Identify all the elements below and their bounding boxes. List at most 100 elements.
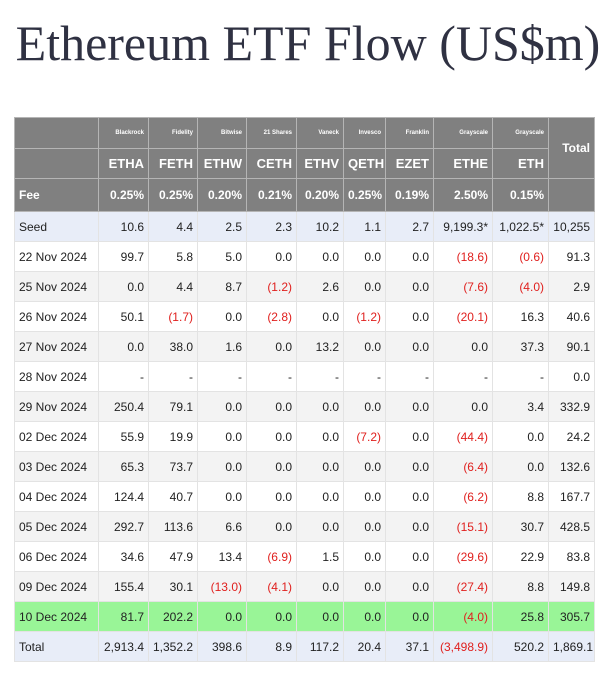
fee: 2.50%: [433, 178, 493, 212]
row-label: 22 Nov 2024: [14, 241, 99, 272]
flow-cell: 8.7: [197, 271, 247, 302]
issuer-row: Blackrock Fidelity Bitwise 21 Shares Vaneck I…: [14, 117, 595, 179]
row-total: 91.3: [548, 241, 595, 272]
flow-cell: (6.9): [246, 541, 297, 572]
data-row: 22 Nov 2024 99.7 5.8 5.0 0.0 0.0 0.0 0.0 (18.6)(…: [14, 241, 595, 272]
flow-cell: 0.0: [246, 241, 297, 272]
row-total: 2.9: [548, 271, 595, 302]
flow-cell: 0.0: [385, 511, 434, 542]
flow-cell: (4.1): [246, 571, 297, 602]
data-row: 04 Dec 2024 124.4 40.7 0.0 0.0 0.0 0.0 0.0 (6.2)…: [14, 481, 595, 512]
flow-cell: 124.4: [98, 481, 149, 512]
data-row: 05 Dec 2024 292.7 113.6 6.6 0.0 0.0 0.0 0.0 (15.…: [14, 511, 595, 542]
flow-cell: 0.0: [197, 421, 247, 452]
fee: 0.19%: [385, 178, 434, 212]
flow-cell: 30.1: [148, 571, 198, 602]
flow-cell: 1.1: [343, 211, 386, 242]
flow-cell: 0.0: [343, 541, 386, 572]
etf-flow-table: Blackrock Fidelity Bitwise 21 Shares Vaneck I…: [14, 117, 595, 662]
issuer-name: Invesco: [343, 117, 386, 149]
data-row: Seed 10.6 4.4 2.5 2.3 10.2 1.1 2.7 9,199.3* 1,022…: [14, 211, 595, 242]
flow-cell: (6.2): [433, 481, 493, 512]
issuer-name: Franklin: [385, 117, 434, 149]
flow-cell: 40.7: [148, 481, 198, 512]
flow-cell: -: [343, 361, 386, 392]
data-row: 10 Dec 2024 81.7 202.2 0.0 0.0 0.0 0.0 0.0 (4.0)…: [14, 601, 595, 632]
flow-cell: 2.3: [246, 211, 297, 242]
flow-cell: 0.0: [296, 301, 344, 332]
flow-cell: 0.0: [197, 601, 247, 632]
row-total: 83.8: [548, 541, 595, 572]
row-total: 332.9: [548, 391, 595, 422]
flow-cell: 0.0: [296, 421, 344, 452]
corner-cell: [14, 117, 99, 149]
flow-cell: 155.4: [98, 571, 149, 602]
flow-cell: 0.0: [296, 391, 344, 422]
issuer-name: Bitwise: [197, 117, 247, 149]
flow-cell: 0.0: [343, 331, 386, 362]
fee: 0.25%: [98, 178, 149, 212]
flow-cell: 0.0: [343, 571, 386, 602]
flow-cell: 0.0: [343, 391, 386, 422]
flow-cell: -: [148, 361, 198, 392]
data-row: 29 Nov 2024 250.4 79.1 0.0 0.0 0.0 0.0 0.0 0.0 3.…: [14, 391, 595, 422]
flow-cell: 0.0: [492, 451, 549, 482]
flow-cell: 10.2: [296, 211, 344, 242]
flow-cell: 6.6: [197, 511, 247, 542]
flow-cell: (15.1): [433, 511, 493, 542]
flow-cell: 0.0: [433, 331, 493, 362]
data-row: 03 Dec 2024 65.3 73.7 0.0 0.0 0.0 0.0 0.0 (6.4) 0…: [14, 451, 595, 482]
flow-cell: 0.0: [246, 331, 297, 362]
row-total: 132.6: [548, 451, 595, 482]
flow-cell: 0.0: [246, 391, 297, 422]
flow-cell: 5.8: [148, 241, 198, 272]
row-label: 04 Dec 2024: [14, 481, 99, 512]
row-label: 09 Dec 2024: [14, 571, 99, 602]
flow-cell: -: [296, 361, 344, 392]
flow-cell: (7.6): [433, 271, 493, 302]
ticker: ETHW: [197, 148, 247, 179]
row-total: 149.8: [548, 571, 595, 602]
flow-cell: (1.2): [246, 271, 297, 302]
flow-cell: 0.0: [385, 601, 434, 632]
flow-cell: 65.3: [98, 451, 149, 482]
ticker: EZET: [385, 148, 434, 179]
issuer-name: Fidelity: [148, 117, 198, 149]
flow-cell: 16.3: [492, 301, 549, 332]
flow-cell: 0.0: [343, 601, 386, 632]
flow-cell: 0.0: [246, 601, 297, 632]
flow-cell: 0.0: [343, 241, 386, 272]
flow-cell: (7.2): [343, 421, 386, 452]
row-label: Seed: [14, 211, 99, 242]
flow-cell: -: [98, 361, 149, 392]
flow-cell: 13.2: [296, 331, 344, 362]
flow-cell: 19.9: [148, 421, 198, 452]
flow-cell: (20.1): [433, 301, 493, 332]
issuer-name: Vaneck: [296, 117, 344, 149]
flow-cell: 0.0: [385, 481, 434, 512]
table-body: Blackrock Fidelity Bitwise 21 Shares Vaneck I…: [14, 117, 595, 662]
fee: 0.21%: [246, 178, 297, 212]
flow-cell: 50.1: [98, 301, 149, 332]
flow-cell: 0.0: [197, 451, 247, 482]
flow-cell: 30.7: [492, 511, 549, 542]
flow-cell: -: [492, 361, 549, 392]
ticker: ETHV: [296, 148, 344, 179]
row-label: 25 Nov 2024: [14, 271, 99, 302]
flow-cell: 0.0: [296, 481, 344, 512]
flow-cell: 73.7: [148, 451, 198, 482]
fee: 0.25%: [148, 178, 198, 212]
flow-cell: (29.6): [433, 541, 493, 572]
flow-cell: 0.0: [197, 301, 247, 332]
flow-cell: 398.6: [197, 631, 247, 662]
flow-cell: 99.7: [98, 241, 149, 272]
flow-cell: -: [385, 361, 434, 392]
fee: 0.25%: [343, 178, 386, 212]
flow-cell: 0.0: [385, 241, 434, 272]
row-total: 428.5: [548, 511, 595, 542]
flow-cell: (3,498.9): [433, 631, 493, 662]
row-total: 24.2: [548, 421, 595, 452]
flow-cell: 10.6: [98, 211, 149, 242]
ticker: CETH: [246, 148, 297, 179]
flow-cell: (4.0): [433, 601, 493, 632]
